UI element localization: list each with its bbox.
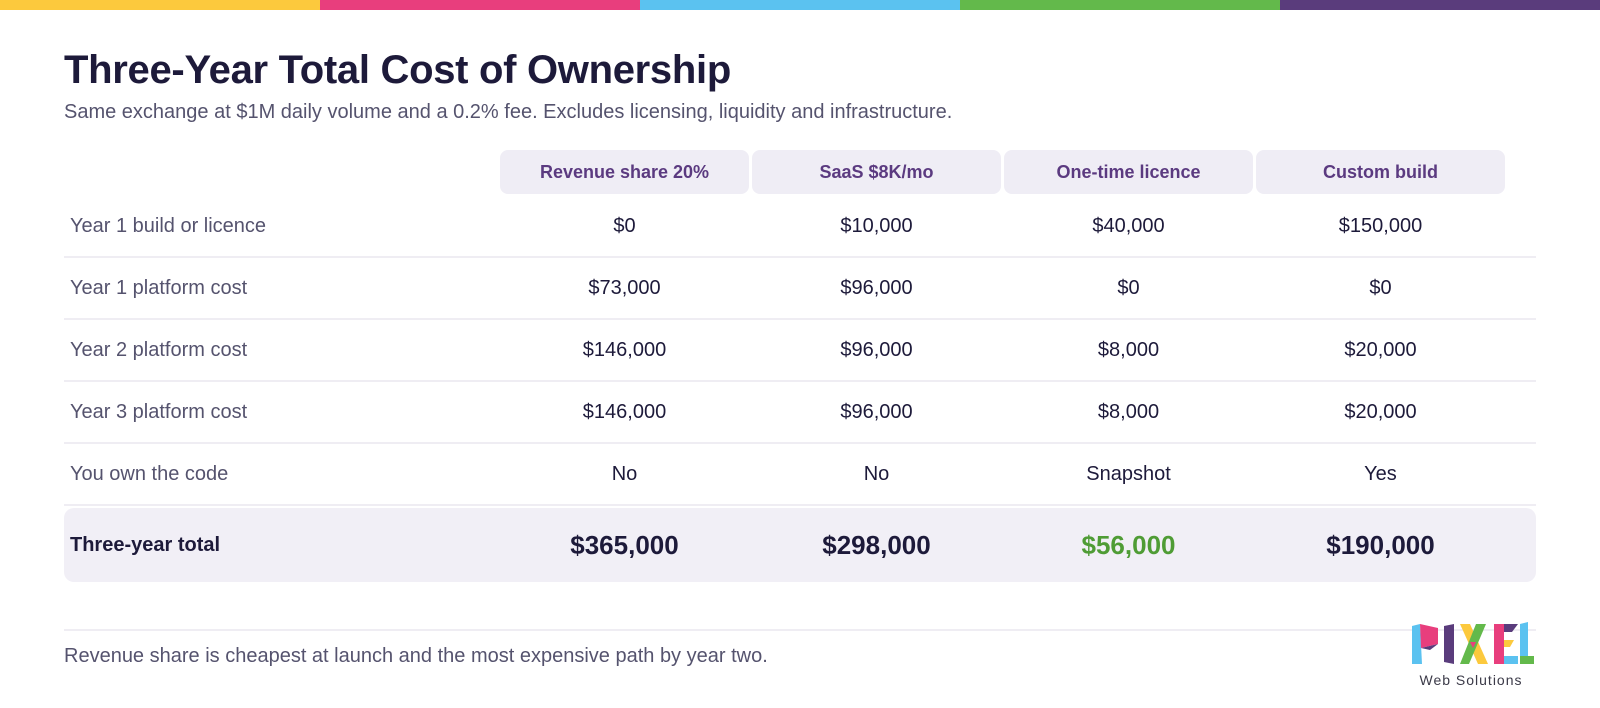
- table-cell: $0: [1369, 276, 1392, 299]
- table-cell: $0: [613, 214, 636, 237]
- table-cell: $20,000: [1344, 400, 1417, 423]
- total-row: Three-year total $365,000 $298,000 $56,0…: [64, 508, 1536, 582]
- row-label: Year 1 platform cost: [70, 276, 248, 299]
- table-cell: $20,000: [1344, 338, 1417, 361]
- table-cell: $8,000: [1097, 400, 1160, 423]
- table-row: Year 1 platform cost $73,000 $96,000 $0 …: [64, 258, 1536, 320]
- row-label: Year 2 platform cost: [70, 338, 248, 361]
- table-cell: No: [611, 462, 638, 485]
- table-cell: $96,000: [840, 338, 913, 361]
- table-cell: No: [863, 462, 890, 485]
- total-cell: $365,000: [570, 529, 679, 560]
- row-label: You own the code: [70, 462, 229, 485]
- column-header: Custom build: [1256, 150, 1505, 194]
- color-stripe: [640, 0, 960, 10]
- table-row: You own the code No No Snapshot Yes: [64, 444, 1536, 506]
- footnote: Revenue share is cheapest at launch and …: [64, 645, 768, 667]
- table-cell: $146,000: [582, 400, 667, 423]
- table-row: Year 1 build or licence $0 $10,000 $40,0…: [64, 196, 1536, 258]
- page-title: Three-Year Total Cost of Ownership: [64, 48, 731, 92]
- column-header: SaaS $8K/mo: [752, 150, 1001, 194]
- table-header-row: Revenue share 20% SaaS $8K/mo One-time l…: [64, 150, 1536, 194]
- page-subtitle: Same exchange at $1M daily volume and a …: [64, 101, 953, 123]
- color-stripe: [960, 0, 1280, 10]
- table-cell: $150,000: [1338, 214, 1423, 237]
- column-header: Revenue share 20%: [500, 150, 749, 194]
- table-cell: $146,000: [582, 338, 667, 361]
- table-cell: $8,000: [1097, 338, 1160, 361]
- total-label: Three-year total: [70, 533, 221, 556]
- color-stripe: [320, 0, 640, 10]
- total-cell: $56,000: [1081, 529, 1176, 560]
- table-cell: $73,000: [588, 276, 661, 299]
- total-cell: $298,000: [822, 529, 931, 560]
- total-cell: $190,000: [1326, 529, 1435, 560]
- table-row: Year 2 platform cost $146,000 $96,000 $8…: [64, 320, 1536, 382]
- table-cell: $0: [1117, 276, 1140, 299]
- table-cell: $96,000: [840, 400, 913, 423]
- page-content: Three-Year Total Cost of Ownership Same …: [64, 0, 1536, 708]
- footer-divider: [64, 629, 1536, 631]
- table-cell: Yes: [1364, 462, 1397, 485]
- logo-wordmark-icon: [1412, 622, 1534, 664]
- table-cell: $40,000: [1092, 214, 1165, 237]
- row-label: Year 1 build or licence: [70, 214, 267, 237]
- table-cell: $96,000: [840, 276, 913, 299]
- table-cell: $10,000: [840, 214, 913, 237]
- row-label: Year 3 platform cost: [70, 400, 248, 423]
- pixel-logo: Web Solutions: [1408, 620, 1538, 692]
- color-stripe: [0, 0, 320, 10]
- column-header: One-time licence: [1004, 150, 1253, 194]
- table-cell: Snapshot: [1086, 462, 1171, 485]
- logo-caption: Web Solutions: [1419, 672, 1523, 688]
- top-color-bar: [0, 0, 1600, 10]
- table-row: Year 3 platform cost $146,000 $96,000 $8…: [64, 382, 1536, 444]
- color-stripe: [1280, 0, 1600, 10]
